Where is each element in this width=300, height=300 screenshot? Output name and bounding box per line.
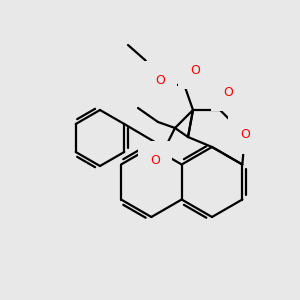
Text: O: O (150, 154, 160, 166)
Text: O: O (223, 85, 233, 98)
Text: O: O (190, 64, 200, 76)
Text: O: O (155, 74, 165, 86)
Text: O: O (240, 128, 250, 142)
